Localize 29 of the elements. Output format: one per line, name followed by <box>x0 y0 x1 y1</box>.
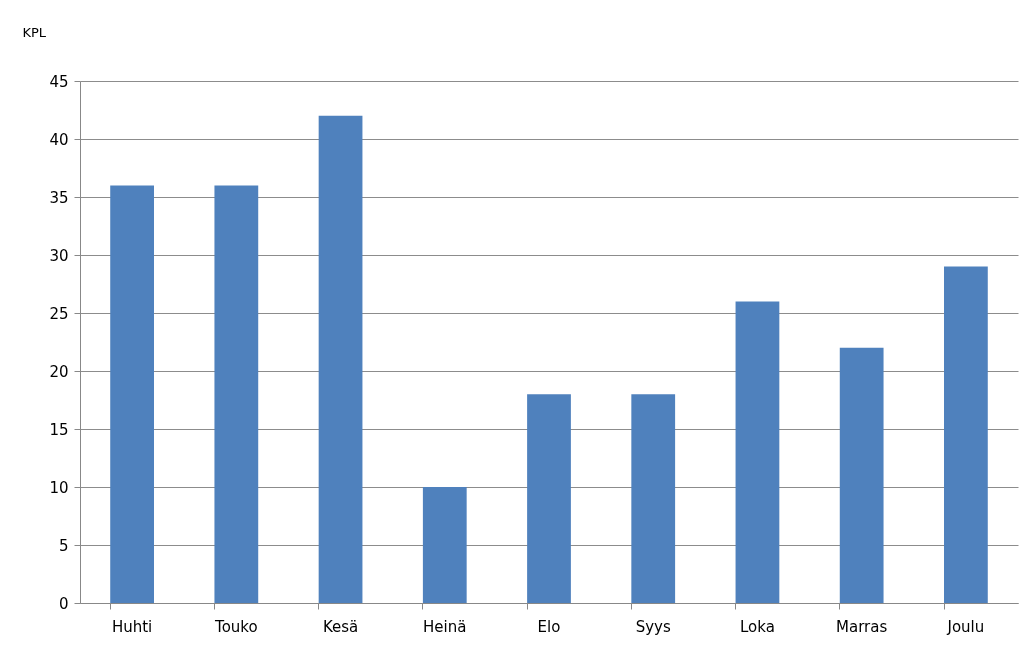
x-tick-label: Loka <box>740 617 775 636</box>
x-tick-label: Marras <box>836 617 888 636</box>
y-tick-label: 15 <box>49 420 69 439</box>
x-tick-label: Touko <box>214 617 258 636</box>
x-tick-label: Heinä <box>423 617 467 636</box>
bar <box>527 394 571 603</box>
bar <box>422 487 467 603</box>
y-tick-label: 10 <box>49 478 69 497</box>
y-axis-title: KPL <box>22 24 47 40</box>
x-tick-label: Kesä <box>322 617 359 636</box>
bar <box>735 301 780 603</box>
bar <box>214 185 259 603</box>
bar <box>944 266 988 603</box>
bar <box>318 115 363 603</box>
y-tick-label: 0 <box>58 594 69 613</box>
x-tick-label: Elo <box>537 617 561 636</box>
bar <box>110 185 154 603</box>
x-tick-label: Joulu <box>946 617 985 636</box>
bar <box>839 347 884 603</box>
y-tick-label: 5 <box>58 536 69 555</box>
y-tick-label: 30 <box>49 246 69 265</box>
y-tick-label: 20 <box>49 362 69 381</box>
y-tick-label: 40 <box>49 130 69 149</box>
y-tick-label: 35 <box>49 188 69 207</box>
x-tick-label: Syys <box>635 617 671 636</box>
y-tick-label: 45 <box>49 72 69 91</box>
bar <box>631 394 676 603</box>
y-tick-label: 25 <box>49 304 69 323</box>
x-tick-label: Huhti <box>111 617 153 636</box>
